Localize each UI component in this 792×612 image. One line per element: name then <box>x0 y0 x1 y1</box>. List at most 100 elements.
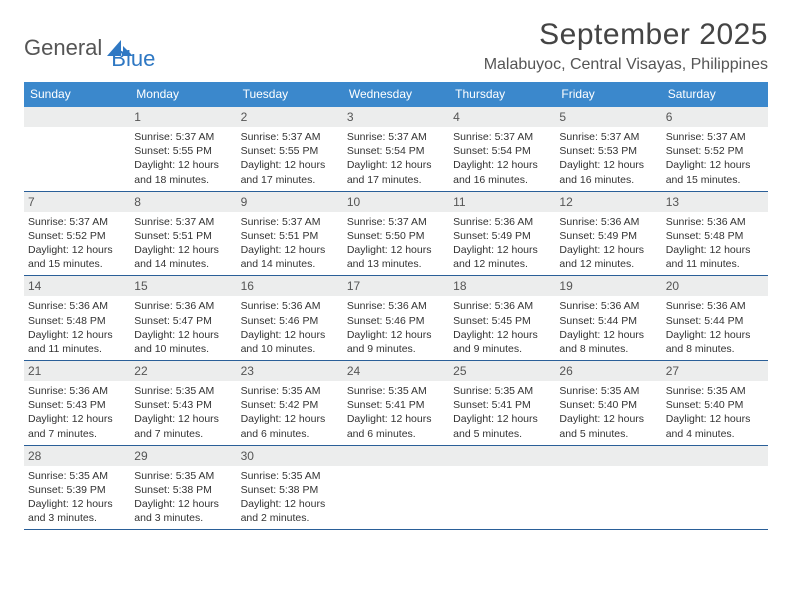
day-number <box>555 446 661 466</box>
day-info-line: and 15 minutes. <box>28 257 126 271</box>
day-info-line: Daylight: 12 hours <box>28 328 126 342</box>
day-info-line: and 5 minutes. <box>559 427 657 441</box>
day-info-line: Sunrise: 5:36 AM <box>28 384 126 398</box>
day-info-line: Daylight: 12 hours <box>241 412 339 426</box>
day-info-line: and 7 minutes. <box>134 427 232 441</box>
day-number: 4 <box>449 107 555 127</box>
day-cell: 29Sunrise: 5:35 AMSunset: 5:38 PMDayligh… <box>130 446 236 530</box>
day-info-line: and 14 minutes. <box>134 257 232 271</box>
day-number: 25 <box>449 361 555 381</box>
title-block: September 2025 Malabuyoc, Central Visaya… <box>484 18 768 74</box>
day-info-line: Daylight: 12 hours <box>134 158 232 172</box>
day-cell: 24Sunrise: 5:35 AMSunset: 5:41 PMDayligh… <box>343 361 449 445</box>
day-cell: 21 Sunrise: 5:36 AMSunset: 5:43 PMDayligh… <box>24 361 130 445</box>
day-info-line: Sunset: 5:43 PM <box>28 398 126 412</box>
day-number: 16 <box>237 276 343 296</box>
day-info-line: Sunset: 5:49 PM <box>453 229 551 243</box>
day-info-line: Sunrise: 5:36 AM <box>666 215 764 229</box>
week-row: 28Sunrise: 5:35 AMSunset: 5:39 PMDayligh… <box>24 446 768 531</box>
day-info-line: Daylight: 12 hours <box>134 328 232 342</box>
day-cell: 22 Sunrise: 5:35 AMSunset: 5:43 PMDayligh… <box>130 361 236 445</box>
day-cell: 1Sunrise: 5:37 AMSunset: 5:55 PMDaylight… <box>130 107 236 191</box>
day-info-line: Sunset: 5:52 PM <box>28 229 126 243</box>
day-cell: 12Sunrise: 5:36 AMSunset: 5:49 PMDayligh… <box>555 192 661 276</box>
day-info-line: Sunset: 5:41 PM <box>347 398 445 412</box>
day-info-line: Sunset: 5:44 PM <box>559 314 657 328</box>
day-info-line: Sunrise: 5:35 AM <box>241 384 339 398</box>
calendar: SundayMondayTuesdayWednesdayThursdayFrid… <box>24 82 768 530</box>
day-info-line: Sunset: 5:55 PM <box>241 144 339 158</box>
day-info-line: and 16 minutes. <box>559 173 657 187</box>
day-cell: 7Sunrise: 5:37 AMSunset: 5:52 PMDaylight… <box>24 192 130 276</box>
day-number: 22 <box>130 361 236 381</box>
location-text: Malabuyoc, Central Visayas, Philippines <box>484 56 768 74</box>
day-info-line: Sunrise: 5:37 AM <box>134 215 232 229</box>
day-info-line: Sunrise: 5:36 AM <box>453 215 551 229</box>
day-number: 2 <box>237 107 343 127</box>
day-info-line: and 13 minutes. <box>347 257 445 271</box>
weekday-header: Monday <box>130 82 236 107</box>
day-info-line: Sunrise: 5:35 AM <box>28 469 126 483</box>
day-info-line: Sunrise: 5:36 AM <box>347 299 445 313</box>
day-info-line: and 6 minutes. <box>241 427 339 441</box>
weekday-header-row: SundayMondayTuesdayWednesdayThursdayFrid… <box>24 82 768 107</box>
day-info-line: Sunrise: 5:36 AM <box>28 299 126 313</box>
day-info-line: Sunset: 5:42 PM <box>241 398 339 412</box>
day-info-line: Daylight: 12 hours <box>559 412 657 426</box>
day-info-line: Sunset: 5:38 PM <box>134 483 232 497</box>
day-info-line: Sunrise: 5:36 AM <box>559 299 657 313</box>
day-info-line: Daylight: 12 hours <box>666 328 764 342</box>
day-number: 5 <box>555 107 661 127</box>
day-number: 9 <box>237 192 343 212</box>
day-info-line: and 9 minutes. <box>453 342 551 356</box>
day-number: 21 <box>24 361 130 381</box>
day-info-line: and 5 minutes. <box>453 427 551 441</box>
day-info-line: Daylight: 12 hours <box>347 243 445 257</box>
day-info-line: and 17 minutes. <box>347 173 445 187</box>
day-cell: 15Sunrise: 5:36 AMSunset: 5:47 PMDayligh… <box>130 276 236 360</box>
day-number: 20 <box>662 276 768 296</box>
day-info-line: Daylight: 12 hours <box>28 412 126 426</box>
day-info-line: Daylight: 12 hours <box>134 412 232 426</box>
day-info-line: Daylight: 12 hours <box>241 243 339 257</box>
day-info-line: Daylight: 12 hours <box>241 328 339 342</box>
day-info-line: and 17 minutes. <box>241 173 339 187</box>
week-row: 1Sunrise: 5:37 AMSunset: 5:55 PMDaylight… <box>24 107 768 192</box>
day-cell: 4Sunrise: 5:37 AMSunset: 5:54 PMDaylight… <box>449 107 555 191</box>
day-info-line: Sunrise: 5:35 AM <box>134 384 232 398</box>
day-info-line: and 12 minutes. <box>453 257 551 271</box>
day-number: 14 <box>24 276 130 296</box>
day-info-line: and 15 minutes. <box>666 173 764 187</box>
day-cell <box>343 446 449 530</box>
day-info-line: Daylight: 12 hours <box>241 158 339 172</box>
day-info-line: Sunrise: 5:35 AM <box>666 384 764 398</box>
day-info-line: Daylight: 12 hours <box>453 328 551 342</box>
day-number: 13 <box>662 192 768 212</box>
day-info-line: Sunrise: 5:36 AM <box>241 299 339 313</box>
day-info-line: Sunset: 5:40 PM <box>666 398 764 412</box>
day-cell: 26Sunrise: 5:35 AMSunset: 5:40 PMDayligh… <box>555 361 661 445</box>
day-info-line: and 2 minutes. <box>241 511 339 525</box>
day-info-line: Sunrise: 5:37 AM <box>559 130 657 144</box>
day-number: 30 <box>237 446 343 466</box>
day-info-line: Sunset: 5:43 PM <box>134 398 232 412</box>
day-cell: 17Sunrise: 5:36 AMSunset: 5:46 PMDayligh… <box>343 276 449 360</box>
day-info-line: Daylight: 12 hours <box>134 497 232 511</box>
day-number: 1 <box>130 107 236 127</box>
day-info-line: and 8 minutes. <box>559 342 657 356</box>
day-number: 28 <box>24 446 130 466</box>
day-cell <box>555 446 661 530</box>
day-info-line: Sunrise: 5:35 AM <box>134 469 232 483</box>
day-number: 6 <box>662 107 768 127</box>
weekday-header: Sunday <box>24 82 130 107</box>
weekday-header: Friday <box>555 82 661 107</box>
day-cell: 27Sunrise: 5:35 AMSunset: 5:40 PMDayligh… <box>662 361 768 445</box>
day-info-line: Sunrise: 5:35 AM <box>347 384 445 398</box>
day-info-line: Sunrise: 5:36 AM <box>453 299 551 313</box>
day-info-line: and 16 minutes. <box>453 173 551 187</box>
day-cell: 30Sunrise: 5:35 AMSunset: 5:38 PMDayligh… <box>237 446 343 530</box>
day-info-line: Sunset: 5:51 PM <box>241 229 339 243</box>
day-number: 18 <box>449 276 555 296</box>
day-number: 10 <box>343 192 449 212</box>
day-info-line: Sunrise: 5:36 AM <box>559 215 657 229</box>
